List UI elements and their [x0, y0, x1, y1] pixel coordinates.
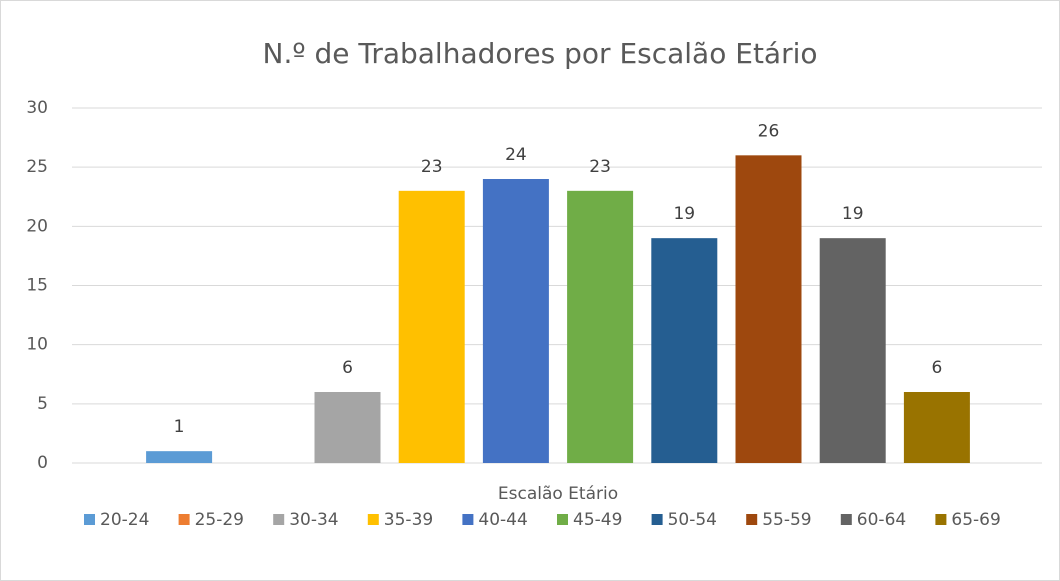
legend-label: 55-59 [762, 510, 811, 530]
y-tick-label: 5 [37, 394, 48, 414]
data-label: 19 [673, 204, 695, 224]
y-tick-label: 30 [26, 98, 48, 118]
y-tick-label: 0 [37, 453, 48, 473]
bar [735, 155, 802, 464]
chart-title: N.º de Trabalhadores por Escalão Etário [263, 37, 818, 70]
data-label: 6 [342, 358, 353, 378]
legend-label: 65-69 [951, 510, 1000, 530]
legend-swatch [462, 514, 474, 525]
y-tick-label: 10 [26, 335, 48, 355]
data-label: 1 [174, 417, 185, 437]
bar [903, 392, 970, 463]
bar [398, 190, 465, 464]
bar [146, 451, 213, 463]
legend-swatch [935, 514, 947, 525]
y-tick-label: 25 [26, 157, 48, 177]
legend-swatch [746, 514, 758, 525]
bar [314, 392, 381, 463]
data-label: 26 [758, 121, 780, 141]
legend-label: 50-54 [668, 510, 717, 530]
legend-swatch [557, 514, 568, 525]
legend-label: 30-34 [289, 510, 338, 530]
legend-swatch [178, 514, 190, 525]
legend-swatch [84, 514, 95, 525]
bar [651, 238, 718, 463]
legend-label: 25-29 [195, 510, 244, 530]
legend-label: 20-24 [100, 510, 149, 530]
data-label: 23 [589, 157, 611, 177]
data-label: 6 [931, 358, 942, 378]
legend-label: 35-39 [384, 510, 433, 530]
legend-label: 60-64 [857, 510, 906, 530]
bar [482, 179, 549, 463]
data-label: 23 [421, 157, 443, 177]
x-axis-title: Escalão Etário [498, 484, 618, 504]
legend-swatch [273, 514, 285, 525]
bar [819, 238, 886, 463]
bar [567, 190, 634, 464]
y-tick-label: 15 [26, 276, 48, 296]
legend-swatch [840, 514, 852, 525]
legend-label: 45-49 [573, 510, 622, 530]
y-tick-label: 20 [26, 216, 48, 236]
legend-label: 40-44 [478, 510, 527, 530]
data-label: 24 [505, 145, 527, 165]
data-label: 19 [842, 204, 864, 224]
legend-swatch [367, 514, 379, 525]
legend-swatch [651, 514, 663, 525]
